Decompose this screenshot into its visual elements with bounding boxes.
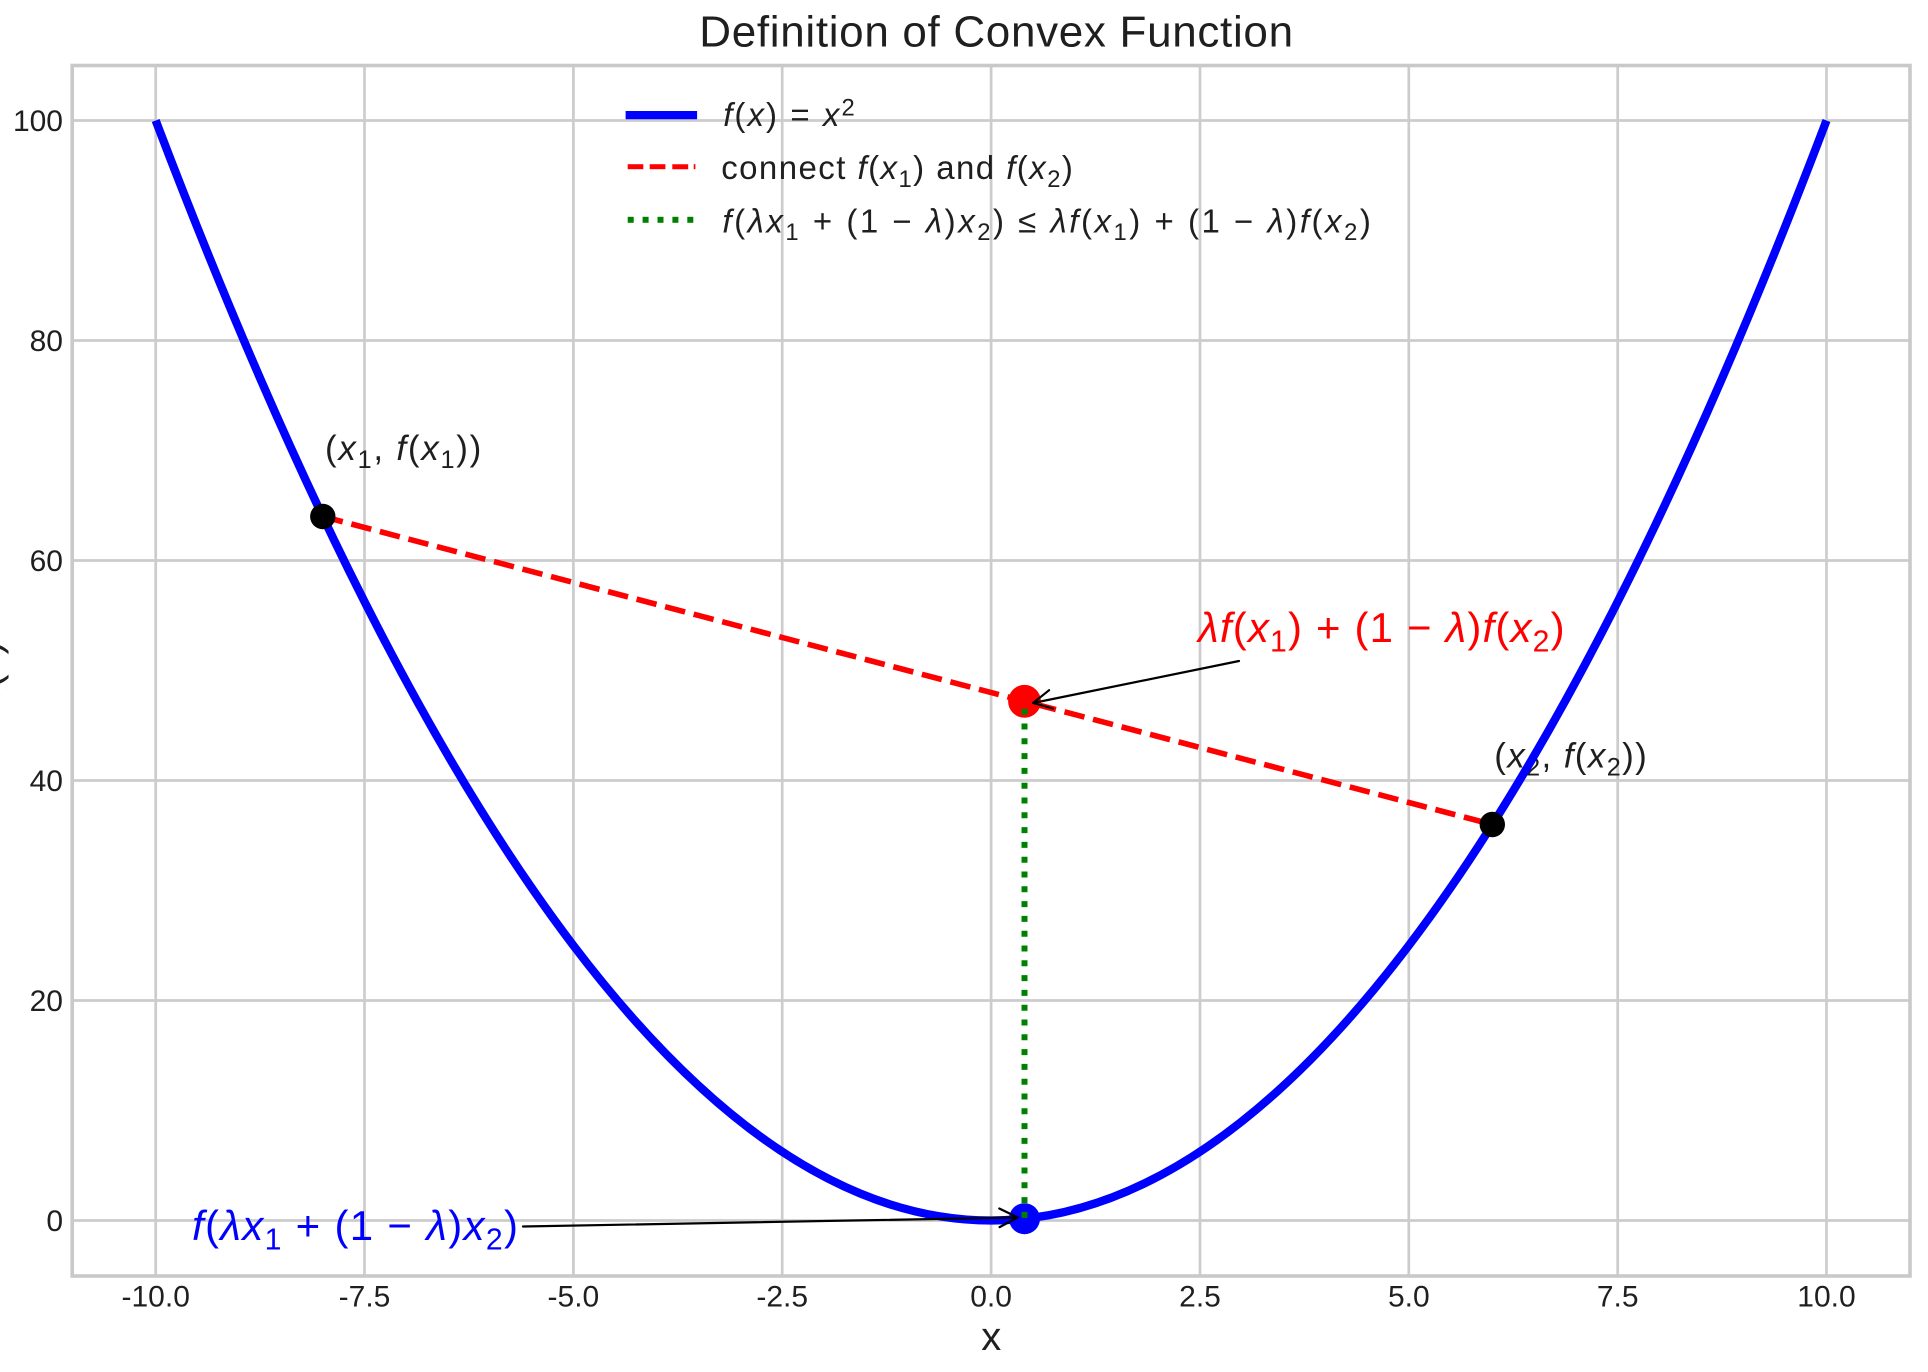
svg-text:-10.0: -10.0 xyxy=(122,1280,190,1313)
svg-text:f(λx1​ + (1 − λ)x2​) ≤ λf(x1​): f(λx1​ + (1 − λ)x2​) ≤ λf(x1​) + (1 − λ)… xyxy=(722,202,1373,246)
svg-text:20: 20 xyxy=(30,985,63,1018)
svg-text:0.0: 0.0 xyxy=(970,1280,1012,1313)
svg-text:0: 0 xyxy=(46,1205,63,1238)
svg-text:-2.5: -2.5 xyxy=(756,1280,808,1313)
svg-text:60: 60 xyxy=(30,545,63,578)
svg-text:40: 40 xyxy=(30,765,63,798)
svg-text:5.0: 5.0 xyxy=(1388,1280,1430,1313)
svg-text:Definition of Convex Function: Definition of Convex Function xyxy=(699,8,1293,57)
svg-text:80: 80 xyxy=(30,325,63,358)
svg-text:7.5: 7.5 xyxy=(1597,1280,1639,1313)
svg-text:(x2​, f(x2​)): (x2​, f(x2​)) xyxy=(1494,737,1648,782)
svg-text:f(x) = x2​: f(x) = x2​ xyxy=(723,95,857,134)
svg-text:-7.5: -7.5 xyxy=(339,1280,391,1313)
svg-text:λf(x1​) + (1 − λ)f(x2​): λf(x1​) + (1 − λ)f(x2​) xyxy=(1196,604,1566,659)
svg-text:10.0: 10.0 xyxy=(1797,1280,1855,1313)
svg-text:f(x): f(x) xyxy=(0,641,9,699)
svg-text:x: x xyxy=(981,1315,1001,1359)
svg-text:connect f(x1​) and f(x2​): connect f(x1​) and f(x2​) xyxy=(721,149,1074,193)
svg-text:(x1​, f(x1​)): (x1​, f(x1​)) xyxy=(325,429,483,474)
svg-text:-5.0: -5.0 xyxy=(548,1280,600,1313)
svg-text:f(λx1​ + (1 − λ)x2​): f(λx1​ + (1 − λ)x2​) xyxy=(192,1202,519,1257)
svg-text:100: 100 xyxy=(13,105,63,138)
svg-text:2.5: 2.5 xyxy=(1179,1280,1221,1313)
